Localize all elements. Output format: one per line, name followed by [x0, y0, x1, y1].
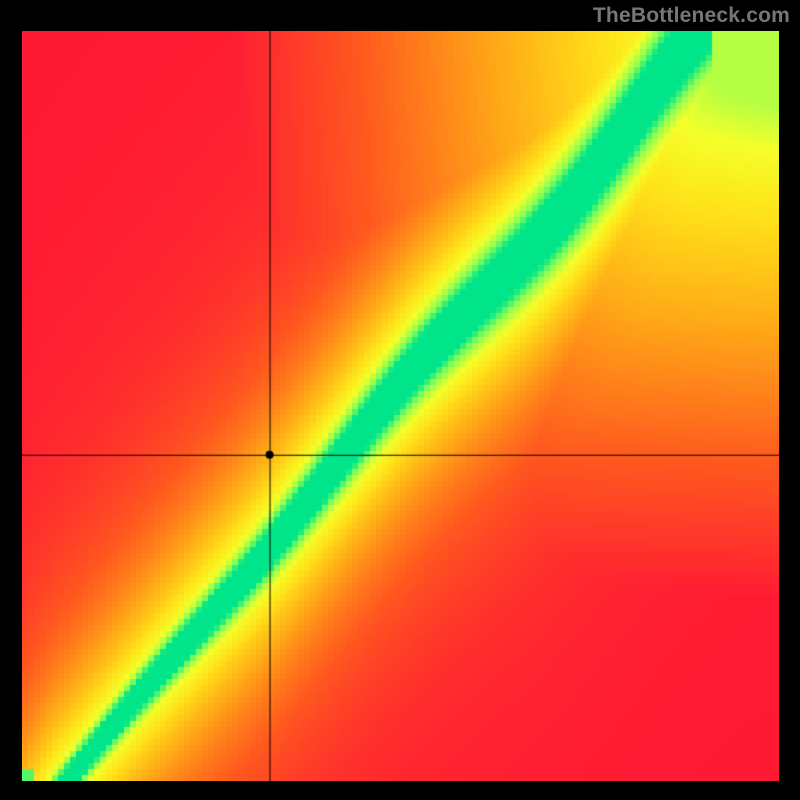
chart-container: TheBottleneck.com [0, 0, 800, 800]
watermark-text: TheBottleneck.com [593, 4, 790, 28]
bottleneck-heatmap [22, 31, 779, 781]
